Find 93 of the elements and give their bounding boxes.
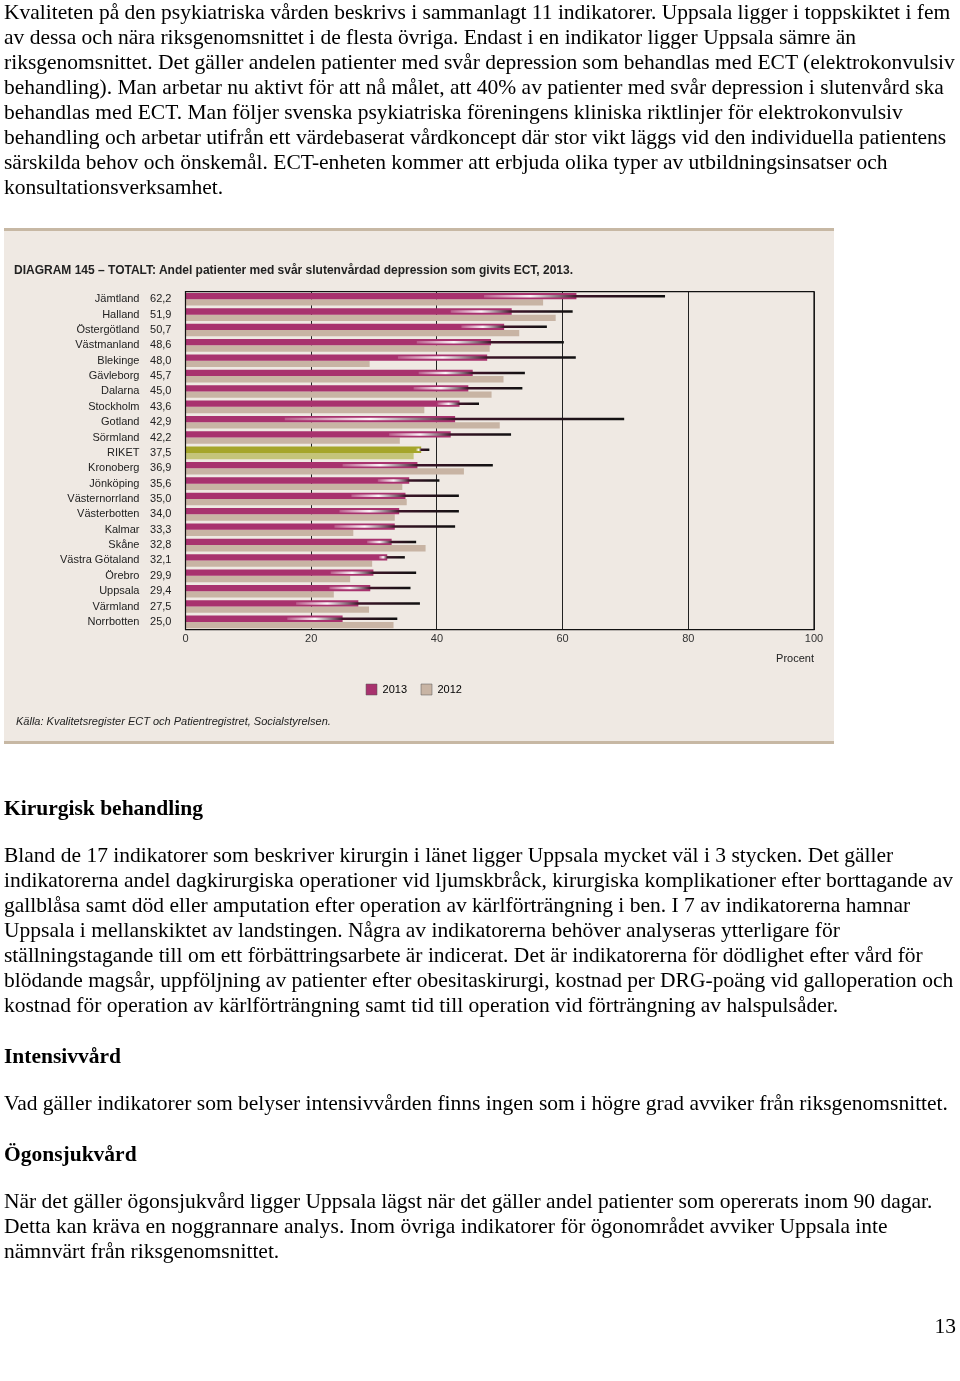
bar [185,422,500,429]
bar [185,345,490,352]
text: Källa: Kvalitetsregister ECT och Patientregistret, Socialstyrelsen. [16,715,332,727]
text: 13 [933,1314,956,1339]
bar [185,554,388,561]
bar [185,406,425,414]
bar [185,575,351,583]
y-tick-label: Dalarna [100,384,141,397]
text: Intensivvård [4,1044,123,1069]
y-tick-label: Uppsala [99,584,141,597]
y-tick-label: Gävleborg [88,369,140,382]
y-tick-label: Örebro [105,568,140,581]
data-label: 45,7 [150,369,172,382]
bar [185,308,512,315]
x-tick-label: 80 [682,632,695,645]
x-tick-label: 20 [305,632,318,645]
data-label: 32,8 [150,538,172,551]
bar [185,400,460,407]
y-tick-label: Västra Götaland [59,553,140,566]
data-label: 36,9 [150,461,172,474]
text: Ögonsjukvård [4,1142,138,1167]
bar [185,621,394,629]
data-label: 27,5 [150,599,172,612]
y-tick-label: Västmanland [75,338,140,351]
x-tick-label: 0 [182,632,189,645]
data-label: 33,3 [150,522,172,535]
bar [185,431,451,438]
text: Kvaliteten på den psykiatriska vården beskrivs i sammanlagt 11 indikatorer. Uppsala ligger i toppskiktet i fem av dessa och nära riksgenomsnittet i de flesta övriga. Endast i en indikator ligger Uppsala sämre än riksgenomsnittet. Det gäller andelen patienter med svår depression som behandlas med ECT (elektrokonvulsiv behandling). Man arbetar nu aktivt för att nå målet, att 40% av patienter med svår depression i slutenvård ska behandlas med ECT. Man följer svenska psykiatriska föreningens kliniska riktlinjer för elektrokonvulsiv behandling och arbetar utifrån ett värdebaserat vårdkoncept där stor vikt läggs vid den individuella patientens särskilda behov och önskemål. ECT-enheten kommer att erbjuda olika typer av utbildningsinsatser och konsultationsverksamhet. [4,0,956,200]
data-label: 29,9 [150,568,172,581]
data-label: 25,0 [150,614,172,627]
data-label: 42,2 [150,430,172,443]
legend-label: 2012 [437,682,462,695]
bar [185,499,407,506]
y-tick-label: Kronoberg [88,461,140,474]
bar [185,538,392,546]
data-label: 35,0 [150,492,172,505]
y-tick-label: Värmland [92,599,140,612]
y-tick-label: Jönköping [89,476,140,489]
y-tick-label: Gotland [100,415,140,428]
data-label: 42,9 [150,415,172,428]
chart-title: DIAGRAM 145 – TOTALT: Andel patienter med svår slutenvårdad depression som givits ECT, 2013. [14,262,574,277]
bar [185,323,505,331]
data-label: 35,6 [150,476,172,489]
y-tick-label: RIKET [107,445,140,458]
data-label: 62,2 [150,292,172,305]
bar [185,299,544,306]
y-tick-label: Jämtland [94,292,140,305]
text: Vad gäller indikatorer som belyser intensivvården finns ingen som i högre grad avviker från riksgenomsnittet. [4,1091,949,1116]
data-label: 50,7 [150,323,172,336]
data-label: 48,6 [150,338,172,351]
data-label: 37,5 [150,445,172,458]
y-tick-label: Norrbotten [87,614,140,627]
bar [185,360,370,368]
y-tick-label: Östergötland [76,323,140,336]
y-tick-label: Västernorrland [67,492,140,505]
bar [185,545,426,552]
data-label: 45,0 [150,384,172,397]
bar [185,391,492,398]
bar [185,437,400,444]
data-label: 32,1 [150,553,172,566]
text: Bland de 17 indikatorer som beskriver kirurgin i länet ligger Uppsala mycket väl i 3 stycken. Det gäller indikatorerna andel dagkirurgiska operationer vid ljumskbråck, kirurgiska komplikationer efter borttagande av gallblåsa samt död eller amputation efter operation av kärlförträngning i ben. I 7 av indikatorerna hamnar Uppsala i mellanskiktet av landstingen. Några av indikatorerna behöver analyseras ytterligare för ställningstagande till om ett förbättringsarbete är indicerat. Det är indikatorerna för dödlighet efter vård för blödande magsår, uppföljning av patienter efter obesitaskirurgi, kostnad per DRG-poäng vid galloperation och kostnad för operation av kärlförträngning samt tid till operation vid förträngning av halspulsåder. [4,843,955,1018]
bar [185,606,370,613]
y-tick-label: Västerbotten [77,507,140,520]
bar [185,477,410,484]
bar [185,452,414,460]
bar [185,560,373,567]
data-label: 29,4 [150,584,172,597]
x-tick-label: 100 [804,632,824,645]
y-tick-label: Skåne [108,538,140,551]
text: När det gäller ögonsjukvård ligger Uppsala lägst när det gäller andel patienter som opererats inom 90 dagar. Detta kan kräva en noggrannare analys. Inom övriga indikatorer för ögonområdet avviker Uppsala inte nämnvärt från riksgenomsnittet. [4,1189,934,1264]
data-label: 34,0 [150,507,172,520]
data-label: 48,0 [150,353,172,366]
bar [185,468,464,475]
bar [185,483,403,490]
x-tick-label: 40 [430,632,444,645]
bar [185,330,520,337]
legend-label: 2013 [382,682,408,695]
y-tick-label: Halland [102,307,140,320]
bar [185,376,504,383]
bar [185,314,556,321]
y-tick-label: Sörmland [92,430,140,443]
text: Kirurgisk behandling [4,796,204,821]
y-tick-label: Kalmar [104,522,140,535]
bar [185,514,395,521]
bar [185,591,334,598]
bar [185,446,422,453]
y-tick-label: Stockholm [88,399,140,412]
x-tick-label: 60 [556,632,569,645]
data-label: 43,6 [150,399,172,412]
data-label: 51,9 [150,307,172,320]
bar [185,529,354,537]
y-tick-label: Blekinge [97,353,140,366]
x-axis-title: Procent [776,652,814,665]
